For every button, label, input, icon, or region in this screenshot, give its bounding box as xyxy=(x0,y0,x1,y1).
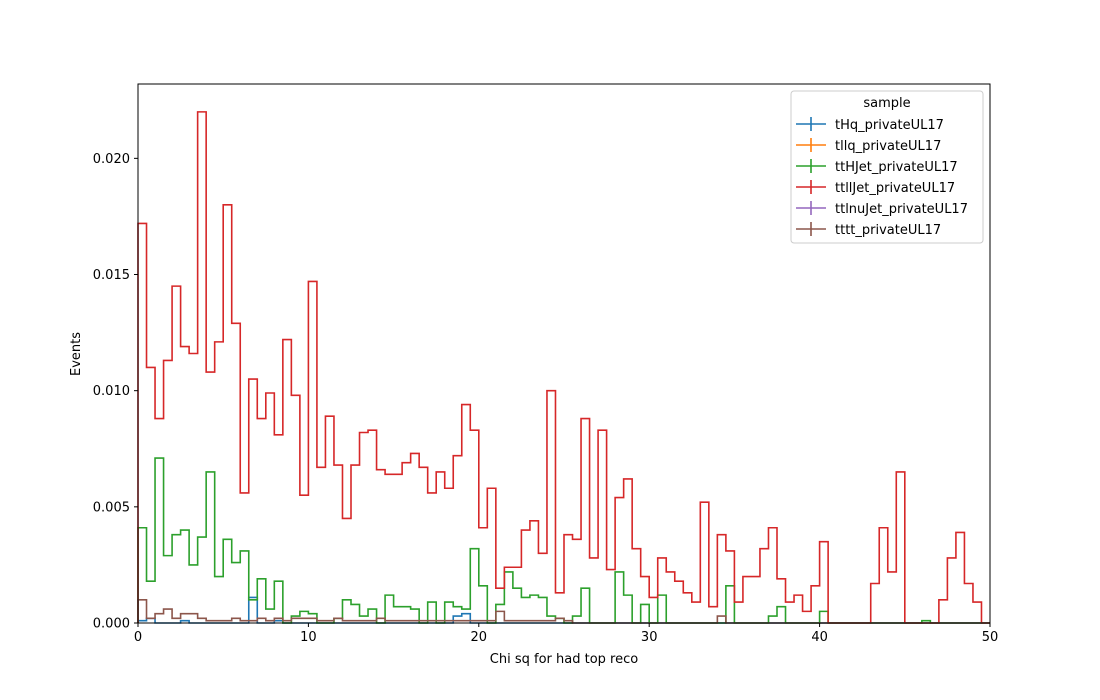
series-line-3 xyxy=(137,111,990,624)
x-tick-label: 10 xyxy=(300,630,317,645)
y-tick-label: 0.000 xyxy=(93,617,130,632)
legend-label-2: ttHJet_privateUL17 xyxy=(835,160,958,175)
legend-box xyxy=(790,90,984,244)
x-tick-label: 40 xyxy=(811,630,828,645)
legend-title: sample xyxy=(863,96,910,111)
legend-label-4: ttlnuJet_privateUL17 xyxy=(835,202,968,217)
y-tick-label: 0.015 xyxy=(93,268,130,283)
y-tick-label: 0.010 xyxy=(93,384,130,399)
legend-entries: tHq_privateUL17 tllq_privateUL17 ttHJet_pr… xyxy=(796,117,968,238)
legend: sample tHq_privateUL17 tllq_privateUL17tt… xyxy=(790,90,984,244)
legend-label-3: ttllJet_privateUL17 xyxy=(835,181,955,196)
y-tick-label: 0.020 xyxy=(93,152,130,167)
plot-frame xyxy=(137,83,991,624)
legend-label-5: tttt_privateUL17 xyxy=(835,223,941,238)
x-axis-label: Chi sq for had top reco xyxy=(490,652,638,667)
y-tick-label: 0.005 xyxy=(93,500,130,515)
x-tick-label: 0 xyxy=(134,630,142,645)
y-axis: 0.000 0.005 0.010 0.015 0.020 xyxy=(93,152,138,632)
legend-label-1: tllq_privateUL17 xyxy=(835,139,941,154)
y-axis-label: Events xyxy=(69,332,84,376)
x-tick-label: 50 xyxy=(982,630,999,645)
legend-label-0: tHq_privateUL17 xyxy=(835,118,944,133)
x-tick-label: 20 xyxy=(471,630,488,645)
x-tick-label: 30 xyxy=(641,630,658,645)
x-axis: 0 10 20 30 40 50 xyxy=(134,623,998,645)
